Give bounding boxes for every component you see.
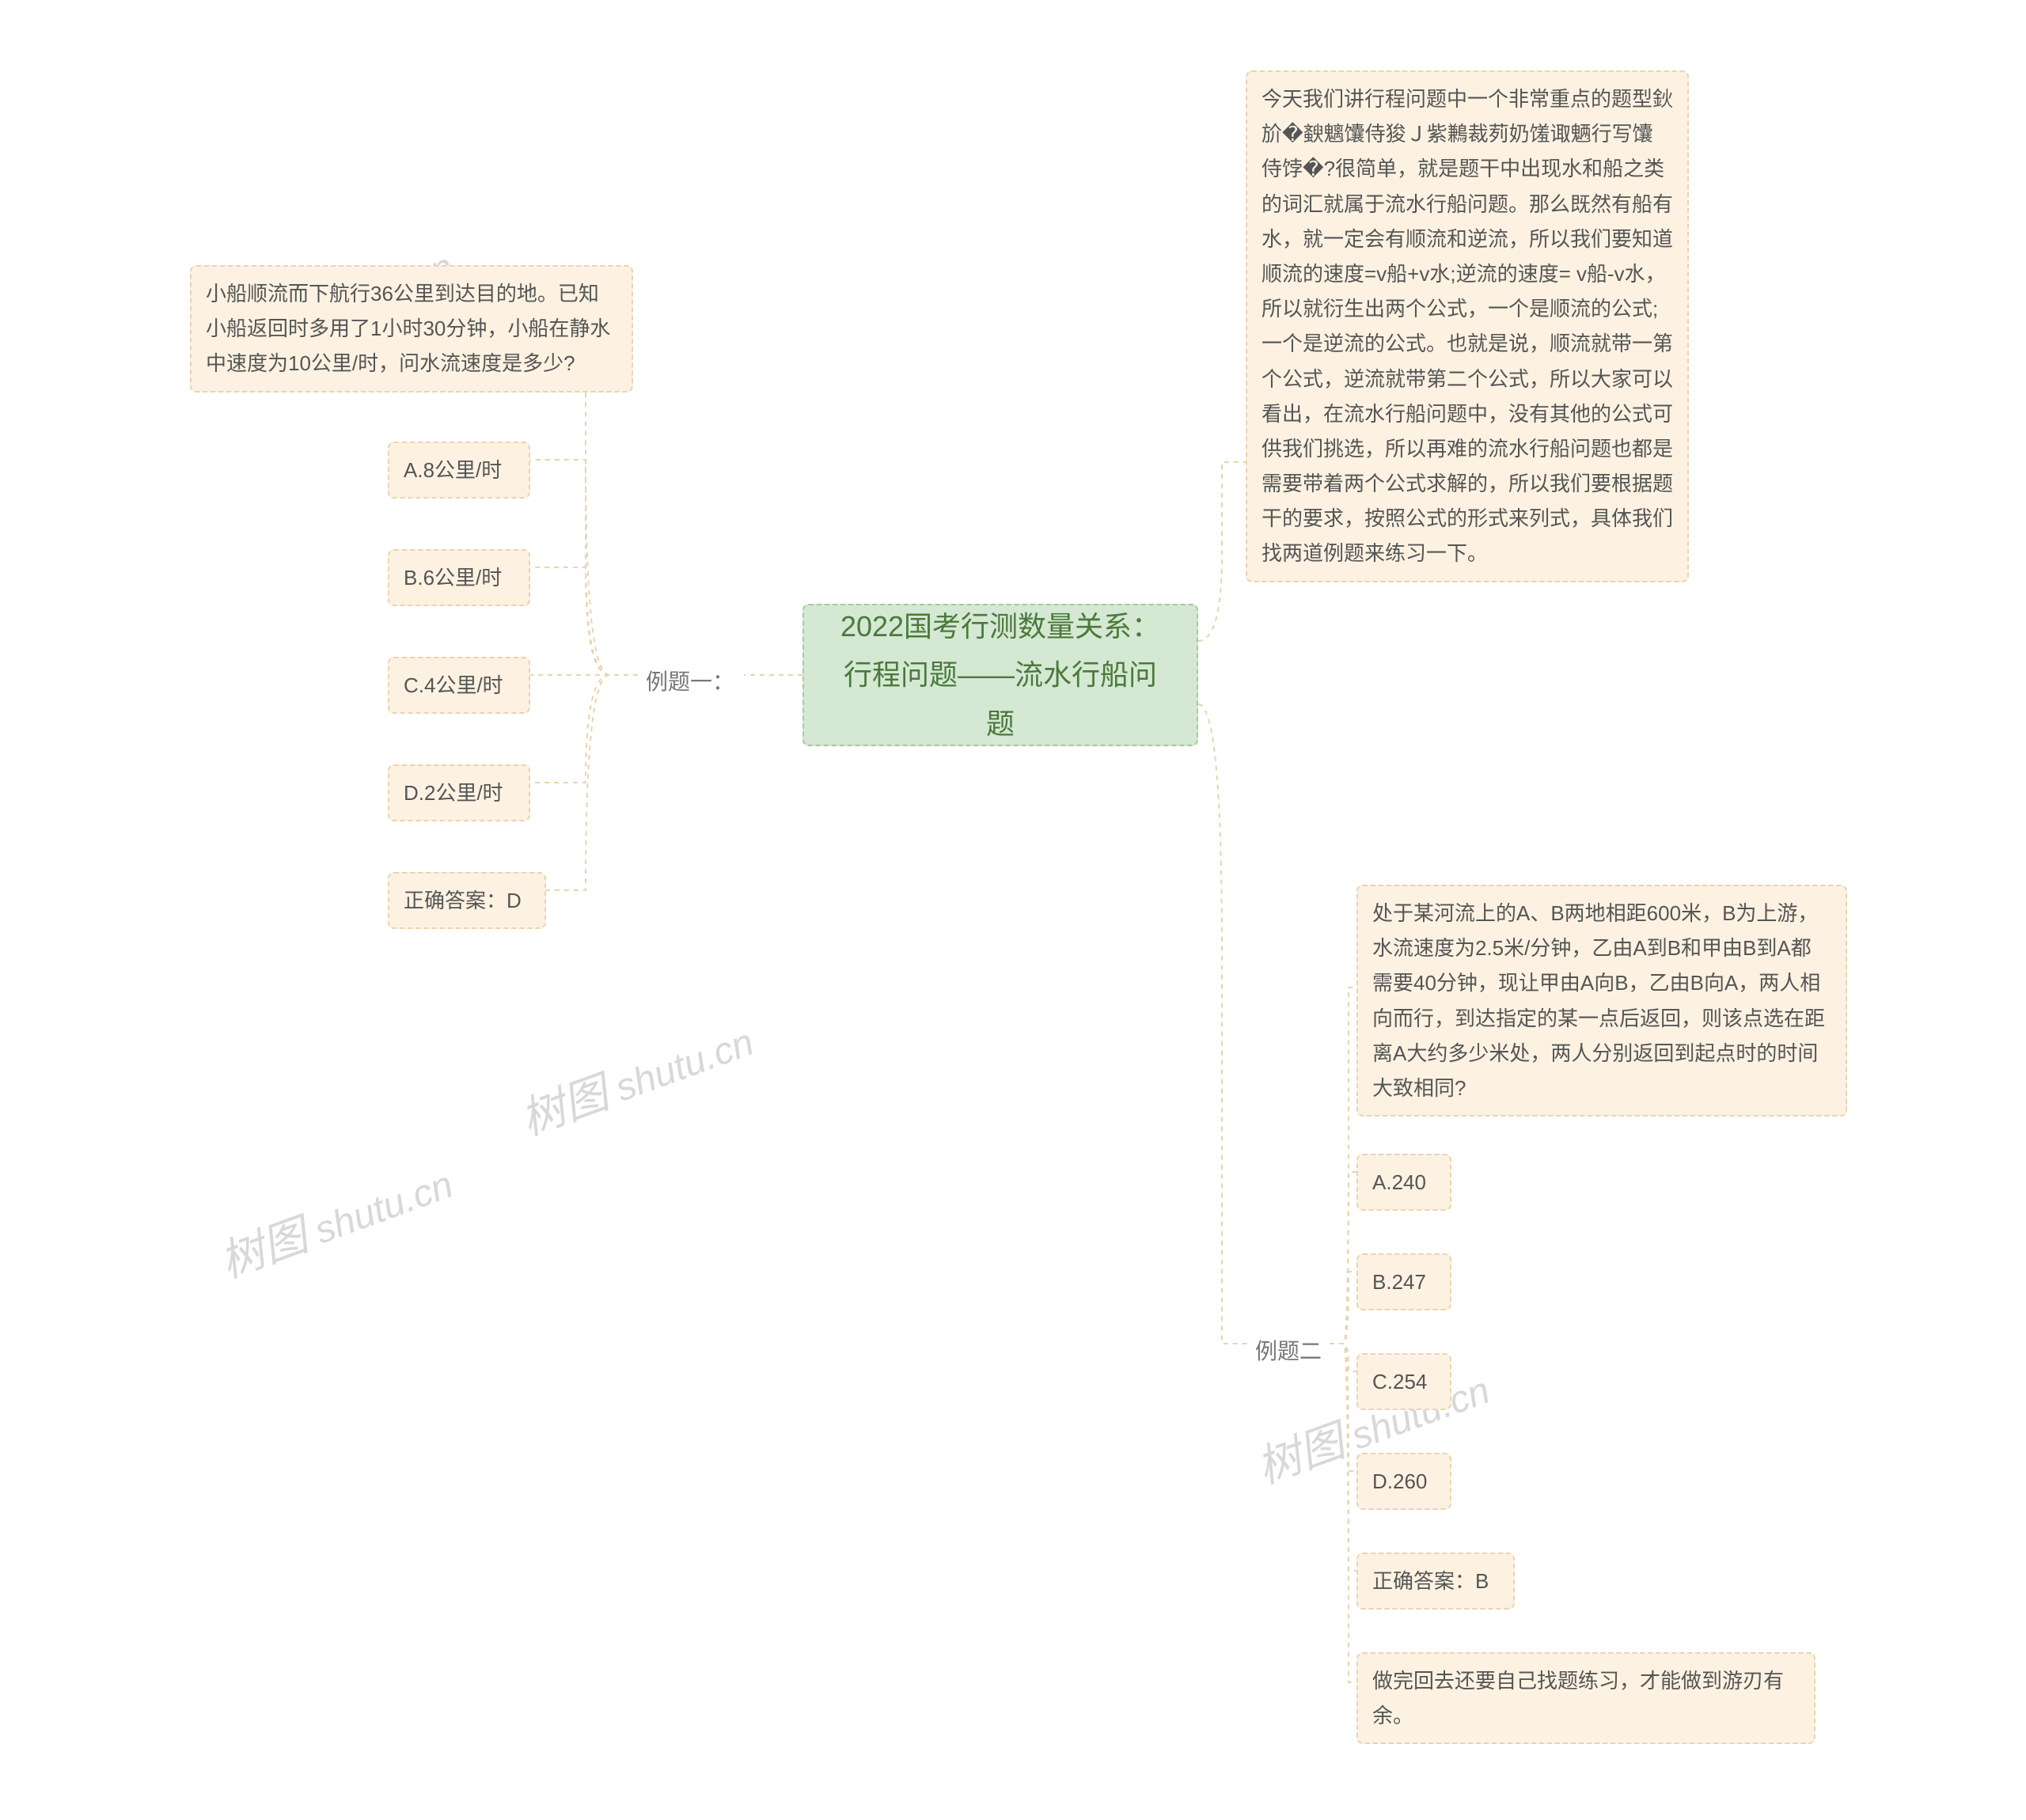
option-text: D.2公里/时 xyxy=(404,781,503,805)
option-text: A.240 xyxy=(1372,1170,1426,1194)
option-text: B.247 xyxy=(1372,1270,1426,1294)
example2-question-text: 处于某河流上的A、B两地相距600米，B为上游，水流速度为2.5米/分钟，乙由A… xyxy=(1372,901,1825,1100)
example2-option-c[interactable]: C.254 xyxy=(1356,1353,1451,1410)
example1-option-c[interactable]: C.4公里/时 xyxy=(388,657,530,714)
example2-note[interactable]: 做完回去还要自己找题练习，才能做到游刃有余。 xyxy=(1356,1652,1815,1744)
intro-node[interactable]: 今天我们讲行程问题中一个非常重点的题型鈥斺�斔魑馕侍狻Ｊ紫鶼裁茢奶馐诹魉行写馕侍… xyxy=(1246,70,1689,582)
example2-question[interactable]: 处于某河流上的A、B两地相距600米，B为上游，水流速度为2.5米/分钟，乙由A… xyxy=(1356,885,1847,1117)
example1-option-b[interactable]: B.6公里/时 xyxy=(388,549,530,606)
watermark: 树图 shutu.cn xyxy=(210,1147,460,1291)
answer-text: 正确答案：D xyxy=(404,889,522,912)
option-text: C.254 xyxy=(1372,1370,1427,1393)
example1-label-text: 例题一： xyxy=(646,669,734,694)
option-text: B.6公里/时 xyxy=(404,566,502,590)
example2-option-b[interactable]: B.247 xyxy=(1356,1253,1451,1310)
option-text: D.260 xyxy=(1372,1469,1427,1493)
example1-question-text: 小船顺流而下航行36公里到达目的地。已知小船返回时多用了1小时30分钟，小船在静… xyxy=(206,282,610,375)
example1-answer[interactable]: 正确答案：D xyxy=(388,872,546,929)
option-text: A.8公里/时 xyxy=(404,458,502,482)
example1-question[interactable]: 小船顺流而下航行36公里到达目的地。已知小船返回时多用了1小时30分钟，小船在静… xyxy=(190,265,633,392)
example2-label-text: 例题二 xyxy=(1255,1339,1322,1363)
example1-label[interactable]: 例题一： xyxy=(638,657,742,707)
example2-option-a[interactable]: A.240 xyxy=(1356,1154,1451,1211)
answer-text: 正确答案：B xyxy=(1372,1569,1489,1593)
example1-option-d[interactable]: D.2公里/时 xyxy=(388,764,530,821)
center-topic[interactable]: 2022国考行测数量关系：行程问题——流水行船问题 xyxy=(802,604,1198,746)
example2-answer[interactable]: 正确答案：B xyxy=(1356,1553,1515,1610)
intro-text: 今天我们讲行程问题中一个非常重点的题型鈥斺�斔魑馕侍狻Ｊ紫鶼裁茢奶馐诹魉行写馕侍… xyxy=(1262,87,1673,565)
example2-label[interactable]: 例题二 xyxy=(1247,1326,1330,1377)
watermark: 树图 shutu.cn xyxy=(510,1005,761,1148)
example2-option-d[interactable]: D.260 xyxy=(1356,1453,1451,1510)
option-text: C.4公里/时 xyxy=(404,673,503,697)
center-title: 2022国考行测数量关系：行程问题——流水行船问题 xyxy=(840,602,1160,748)
example1-option-a[interactable]: A.8公里/时 xyxy=(388,442,530,499)
note-text: 做完回去还要自己找题练习，才能做到游刃有余。 xyxy=(1372,1669,1784,1727)
